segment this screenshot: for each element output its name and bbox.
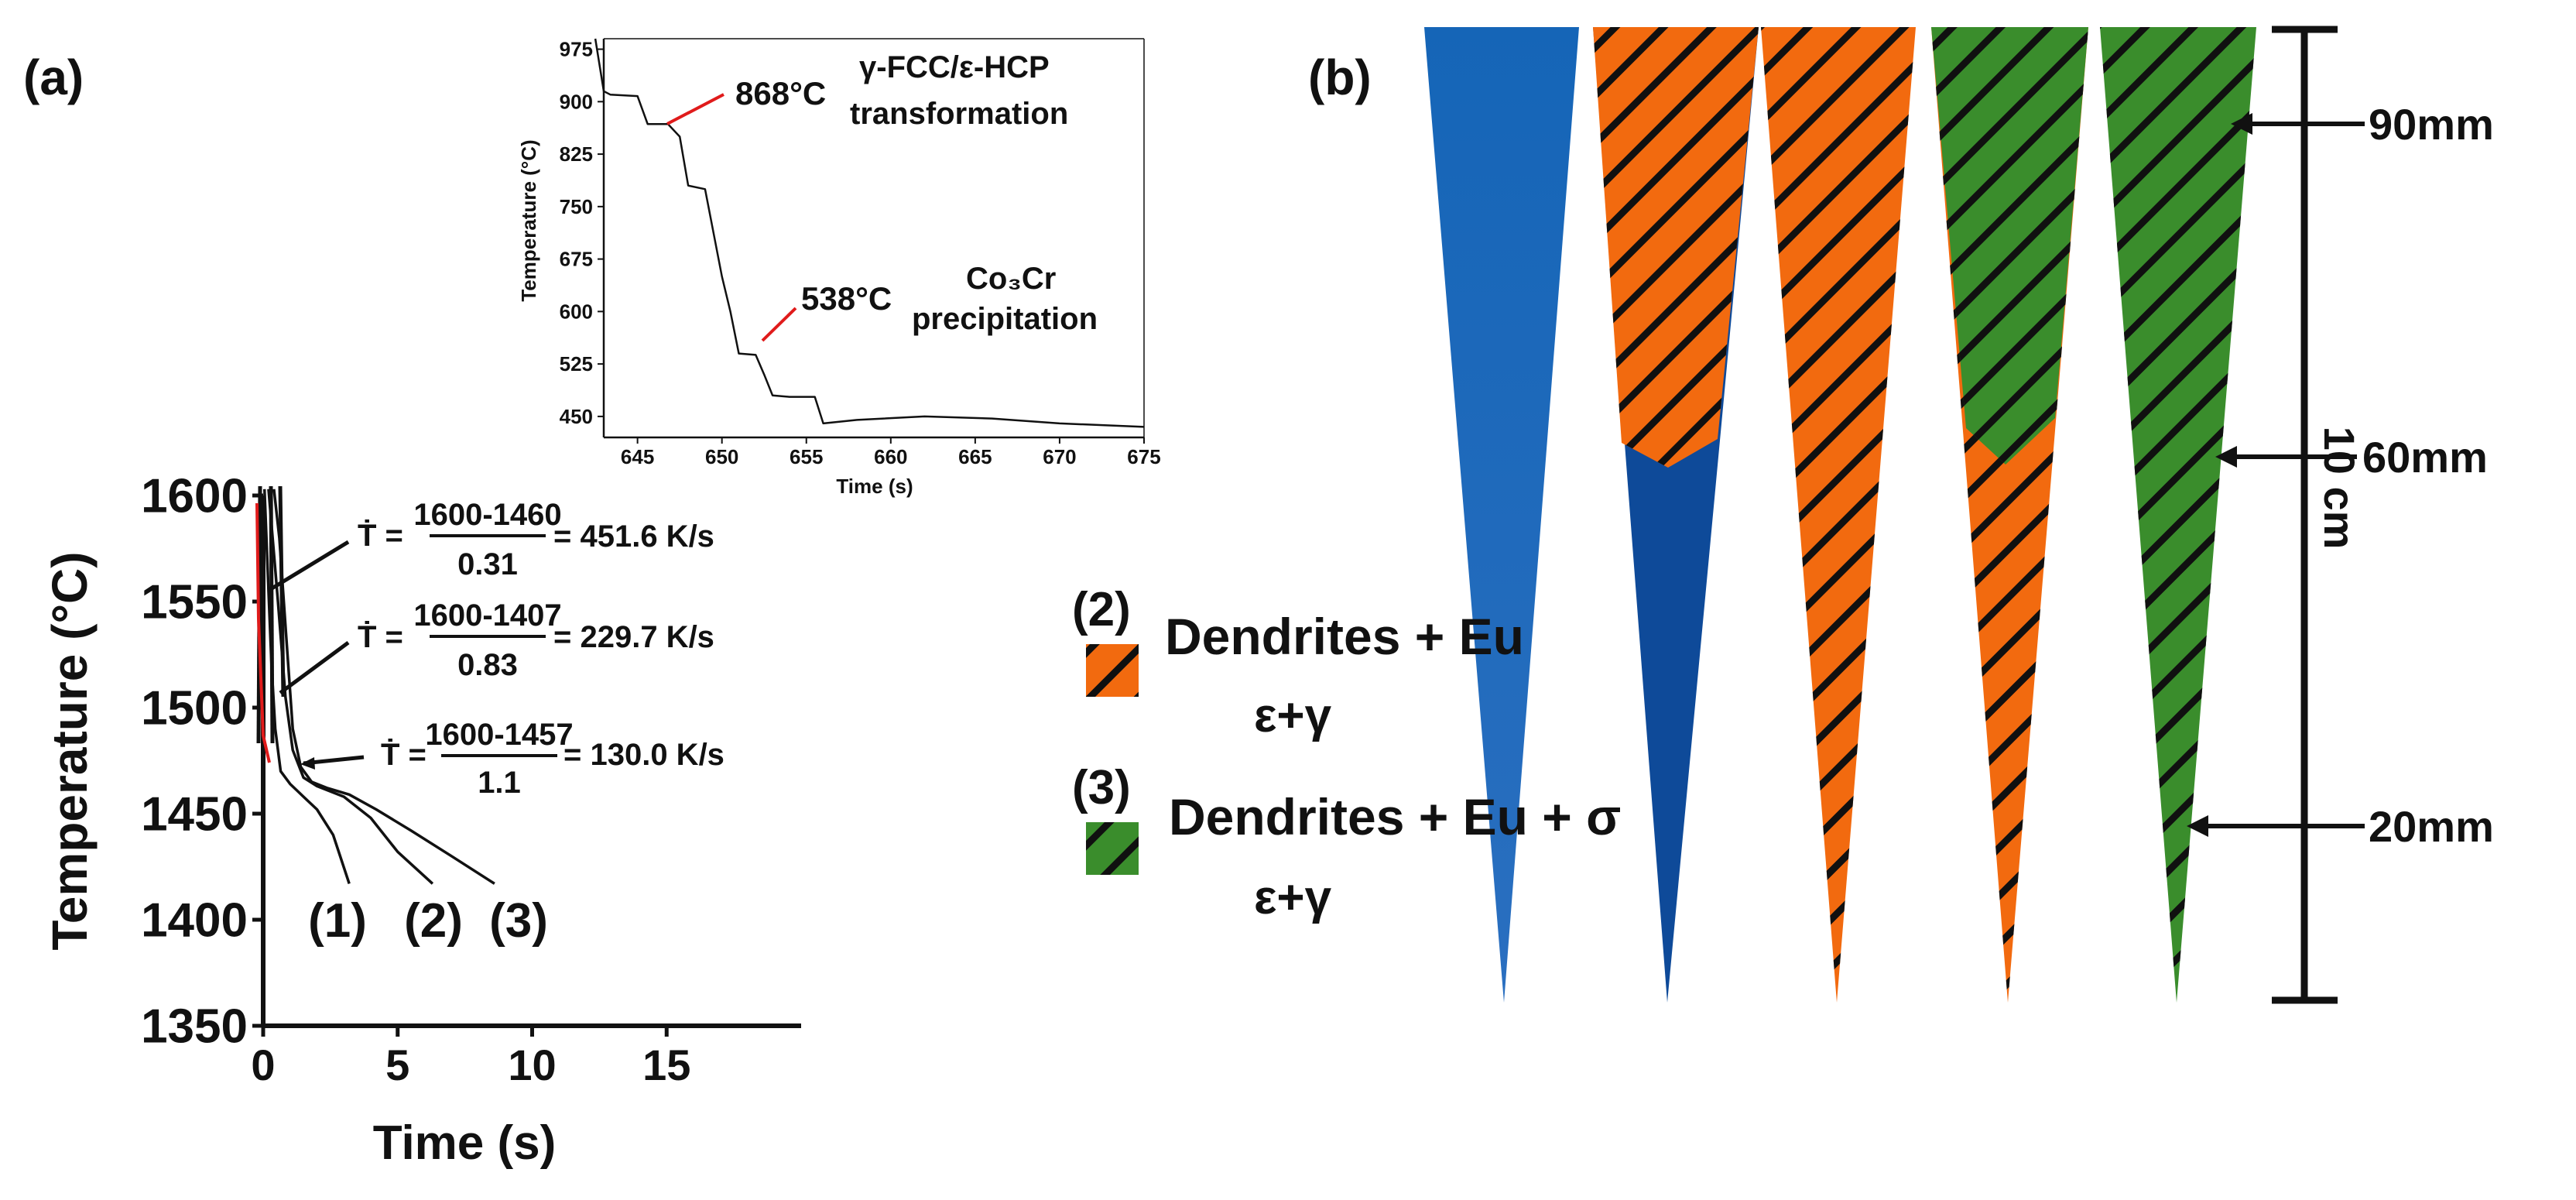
rate-3-result: = 130.0 K/s	[564, 738, 724, 772]
rate-1-result: = 451.6 K/s	[553, 519, 714, 554]
wedge-5-green	[2100, 27, 2256, 1003]
series-line-1	[262, 489, 351, 884]
main-x-axis-label: Time (s)	[373, 1116, 557, 1170]
rate-equation-3: Ṫ = 1600-1457 1.1 = 130.0 K/s	[300, 718, 724, 800]
x-tick-label-3: 15	[642, 1041, 690, 1089]
y-tick-label-3: 1500	[141, 682, 248, 735]
rate-2-lhs: Ṫ =	[358, 620, 403, 654]
scale-bar-label: 10 cm	[2315, 427, 2364, 550]
legend-item-3: (3) Dendrites + Eu + σ ε+γ	[1072, 761, 1621, 924]
y-tick-label-4: 1550	[141, 576, 248, 629]
curve-label-2: (2)	[404, 894, 463, 948]
inset-y-axis-label: Temperature (°C)	[517, 139, 540, 301]
annotation-868-line1: γ-FCC/ε-HCP	[859, 50, 1050, 84]
main-tick-labels: 0 5 10 15 1350 1400 1450 1500 1550 1600	[141, 470, 690, 1089]
label-90mm: 90mm	[2369, 100, 2494, 149]
rate-1-numerator: 1600-1460	[413, 498, 561, 532]
annotation-868-temp: 868°C	[735, 75, 826, 111]
main-y-axis-label: Temperature (°C)	[42, 551, 98, 950]
rate-1-denominator: 0.31	[457, 547, 518, 581]
rate-2-numerator: 1600-1407	[413, 598, 561, 633]
annotation-538-line1: Co₃Cr	[966, 262, 1056, 296]
rate-3-denominator: 1.1	[478, 766, 521, 800]
legend-3-phases: ε+γ	[1254, 871, 1332, 924]
wedge-2-orange-over-blue	[1593, 27, 1759, 1003]
rate-equation-1: Ṫ = 1600-1460 0.31 = 451.6 K/s	[268, 498, 714, 592]
inset-series	[594, 38, 1145, 428]
main-axes	[252, 493, 801, 1037]
series-line-1	[594, 38, 1145, 428]
annotation-538: 538°C Co₃Cr precipitation	[761, 262, 1098, 342]
y-tick-label-1: 1400	[141, 894, 248, 948]
legend-2-phases: ε+γ	[1254, 689, 1332, 742]
x-tick-label-5: 670	[1043, 445, 1076, 468]
label-20mm: 20mm	[2369, 802, 2494, 851]
y-tick-label-0: 1350	[141, 1000, 248, 1054]
label-60mm: 60mm	[2362, 433, 2488, 482]
legend-3-number: (3)	[1072, 761, 1131, 814]
scale-bar: 10 cm	[2272, 26, 2364, 1004]
x-tick-label-3: 660	[874, 445, 907, 468]
x-tick-label-4: 665	[958, 445, 992, 468]
y-tick-label-6: 900	[560, 90, 593, 113]
rate-1-lhs: Ṫ =	[358, 519, 403, 553]
main-series	[256, 485, 495, 885]
y-tick-label-5: 1600	[141, 470, 248, 523]
rate-3-numerator: 1600-1457	[425, 718, 573, 752]
initial-drop-2	[269, 485, 275, 744]
y-tick-label-2: 600	[560, 300, 593, 323]
legend-2-number: (2)	[1072, 583, 1131, 636]
series-line-2	[267, 489, 434, 885]
curve-label-3: (3)	[489, 894, 548, 948]
x-tick-label-2: 655	[790, 445, 823, 468]
legend-item-2: (2) Dendrites + Eu ε+γ	[1072, 583, 1524, 742]
arrow-20mm: 20mm	[2187, 802, 2494, 851]
y-tick-label-1: 525	[560, 352, 593, 375]
initial-drop-3	[278, 485, 286, 698]
y-tick-label-3: 675	[560, 248, 593, 271]
x-tick-label-0: 0	[251, 1041, 275, 1089]
wedge-4-green-over-orange	[1931, 27, 2088, 1003]
x-tick-label-1: 5	[385, 1041, 409, 1089]
panel-b-label: (b)	[1308, 50, 1372, 105]
legend-3-text: Dendrites + Eu + σ	[1169, 788, 1621, 845]
arrow-60mm: 60mm	[2215, 433, 2488, 482]
y-tick-label-2: 1450	[141, 788, 248, 842]
panel-a-label: (a)	[23, 50, 84, 105]
curve-label-1: (1)	[308, 894, 367, 948]
rate-2-result: = 229.7 K/s	[553, 620, 714, 654]
y-tick-label-4: 750	[560, 195, 593, 218]
rate-equation-2: Ṫ = 1600-1407 0.83 = 229.7 K/s	[279, 598, 714, 695]
legend: (2) Dendrites + Eu ε+γ (3) Dendrites + E…	[1072, 583, 1621, 924]
x-tick-label-2: 10	[508, 1041, 556, 1089]
y-tick-label-5: 825	[560, 142, 593, 166]
series-line-3	[272, 489, 495, 885]
x-tick-label-0: 645	[621, 445, 654, 468]
annotation-538-line2: precipitation	[912, 302, 1098, 336]
inset-tick-labels: 645 650 655 660 665 670 675 450 525 600 675 750 825 9…	[560, 38, 1161, 468]
wedge-3-orange	[1761, 27, 1916, 1003]
y-tick-label-0: 450	[560, 405, 593, 428]
inset-axes	[598, 38, 1145, 444]
x-tick-label-6: 675	[1127, 445, 1160, 468]
rate-3-lhs: Ṫ =	[381, 738, 426, 772]
arrow-90mm: 90mm	[2231, 100, 2494, 149]
inset-x-axis-label: Time (s)	[836, 475, 913, 498]
annotation-868-line2: transformation	[850, 97, 1068, 131]
wedge-1-blue	[1424, 27, 1579, 1003]
annotation-868: 868°C γ-FCC/ε-HCP transformation	[666, 50, 1068, 131]
inset-cooling-chart: 645 650 655 660 665 670 675 450 525 600 675 750 825 9…	[517, 38, 1161, 498]
legend-2-text: Dendrites + Eu	[1165, 608, 1524, 665]
x-tick-label-1: 650	[705, 445, 738, 468]
annotation-538-temp: 538°C	[801, 280, 892, 317]
rate-2-denominator: 0.83	[457, 648, 518, 682]
initial-red-segment	[255, 502, 271, 763]
y-tick-label-7: 975	[560, 38, 593, 61]
